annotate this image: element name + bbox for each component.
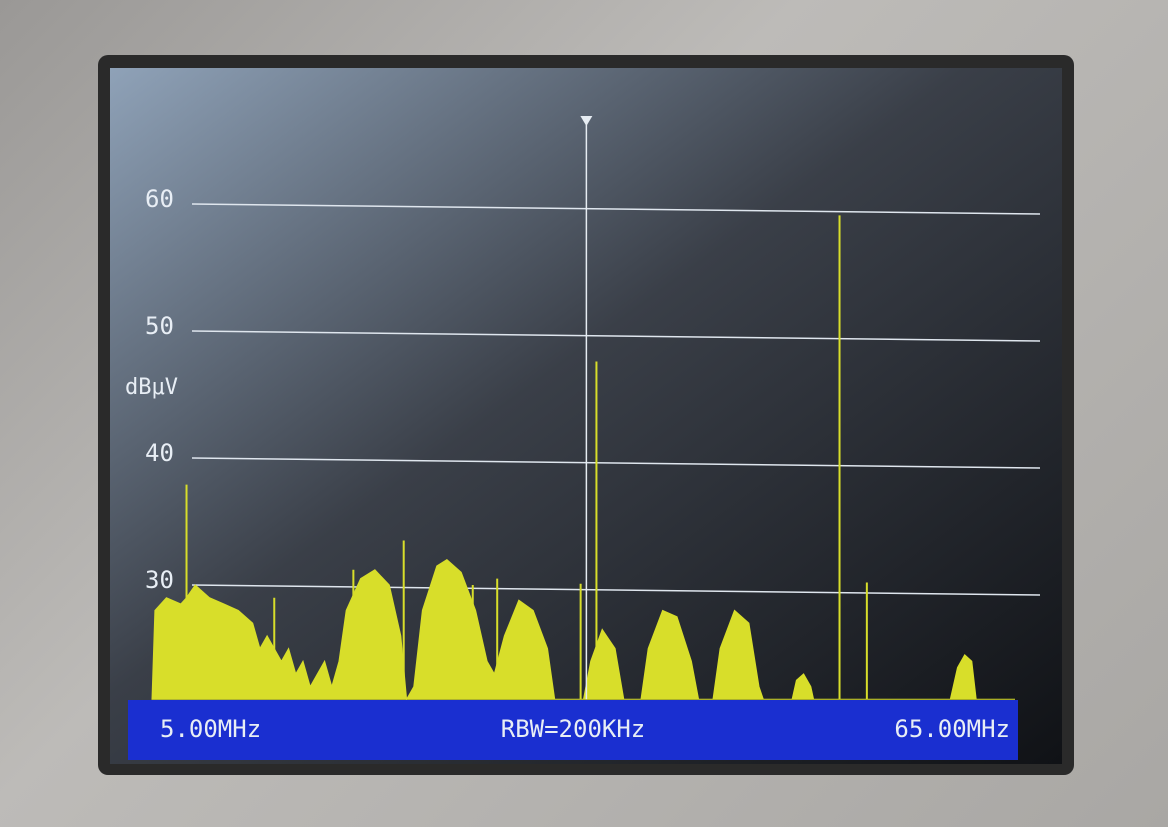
x-tick-label: 65.00MHz bbox=[894, 715, 1010, 743]
y-tick-label: 30 bbox=[145, 566, 174, 594]
x-tick-label: 5.00MHz bbox=[160, 715, 261, 743]
page: {"chart_data": { "type": "spectrum", "y_… bbox=[0, 0, 1168, 827]
y-tick-label: 40 bbox=[145, 439, 174, 467]
y-axis-label: dBμV bbox=[125, 375, 178, 400]
y-tick-label: 60 bbox=[145, 185, 174, 213]
annotation: RBW=200KHz bbox=[501, 715, 646, 743]
chart: dBμV 30 40 50 60 RBW=200KHz 5.00MHz 65.00MHz bbox=[0, 0, 1168, 827]
y-tick-label: 50 bbox=[145, 312, 174, 340]
